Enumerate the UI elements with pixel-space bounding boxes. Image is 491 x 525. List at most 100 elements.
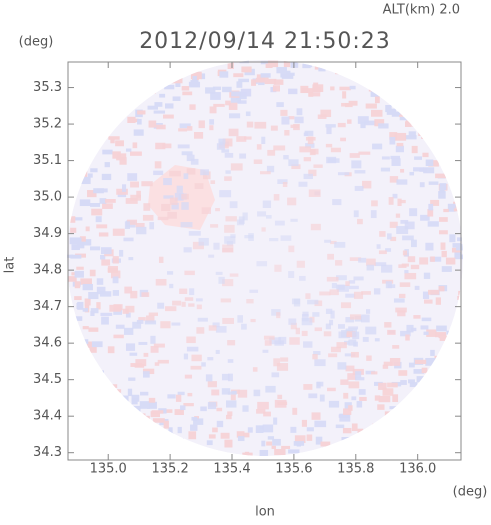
speckle <box>340 137 346 142</box>
speckle <box>181 86 190 91</box>
speckle <box>421 132 432 139</box>
speckle <box>79 120 85 129</box>
speckle <box>226 414 232 420</box>
speckle <box>220 432 230 439</box>
speckle <box>158 62 168 70</box>
speckle <box>400 330 411 337</box>
speckle <box>327 158 340 163</box>
speckle <box>359 433 369 440</box>
speckle <box>421 317 432 322</box>
speckle <box>394 132 407 141</box>
speckle <box>112 290 120 296</box>
speckle <box>198 237 209 246</box>
speckle <box>395 72 405 76</box>
speckle <box>147 105 158 110</box>
speckle <box>387 435 393 441</box>
speckle <box>91 128 98 136</box>
speckle <box>105 199 116 203</box>
speckle <box>446 142 458 147</box>
radar-field <box>67 60 463 456</box>
speckle <box>426 399 432 404</box>
speckle <box>378 123 389 129</box>
speckle <box>259 449 269 456</box>
speckle <box>344 353 356 357</box>
speckle <box>132 321 142 329</box>
speckle <box>215 208 220 212</box>
speckle <box>118 455 128 456</box>
speckle <box>404 272 417 280</box>
y-tick-label: 34.5 <box>33 372 62 387</box>
y-unit: (deg) <box>19 35 54 50</box>
speckle <box>116 72 125 80</box>
speckle <box>216 407 223 412</box>
speckle <box>194 131 204 139</box>
speckle <box>314 359 326 367</box>
speckle <box>156 71 167 75</box>
speckle <box>337 122 346 128</box>
speckle <box>265 385 276 393</box>
speckle <box>97 454 103 456</box>
speckle <box>392 193 398 199</box>
speckle <box>389 176 399 183</box>
speckle <box>233 73 244 78</box>
speckle <box>110 96 122 103</box>
speckle <box>349 153 360 158</box>
speckle <box>441 266 452 272</box>
speckle <box>436 373 444 379</box>
speckle <box>345 442 350 450</box>
speckle <box>353 276 364 281</box>
speckle <box>99 403 106 411</box>
speckle <box>407 421 413 426</box>
speckle <box>411 327 417 332</box>
speckle <box>132 142 138 149</box>
speckle <box>101 432 110 440</box>
speckle <box>410 116 415 124</box>
speckle <box>409 171 415 176</box>
speckle <box>201 362 206 367</box>
speckle <box>298 181 308 187</box>
speckle <box>312 354 318 360</box>
speckle <box>396 142 404 147</box>
speckle <box>276 67 287 74</box>
speckle <box>358 389 366 395</box>
speckle <box>337 172 350 176</box>
speckle <box>112 228 125 236</box>
speckle <box>410 264 420 270</box>
speckle <box>326 276 339 282</box>
speckle <box>225 216 237 222</box>
speckle <box>387 329 396 335</box>
speckle <box>154 102 163 107</box>
y-tick-label: 34.3 <box>33 445 62 460</box>
speckle <box>171 453 177 456</box>
speckle <box>293 441 305 446</box>
speckle <box>102 135 107 140</box>
speckle <box>283 155 289 160</box>
speckle <box>271 445 276 449</box>
speckle <box>158 451 166 456</box>
speckle <box>150 346 159 353</box>
speckle <box>438 286 445 292</box>
speckle <box>261 136 266 144</box>
speckle <box>153 110 166 114</box>
speckle <box>386 451 398 456</box>
speckle <box>455 140 463 148</box>
speckle <box>146 401 157 409</box>
speckle <box>75 316 83 321</box>
speckle <box>303 384 313 390</box>
speckle <box>96 278 104 285</box>
speckle <box>427 69 436 77</box>
speckle <box>102 83 109 88</box>
speckle <box>303 173 313 180</box>
speckle <box>340 379 349 385</box>
speckle <box>210 180 216 184</box>
speckle <box>319 394 325 402</box>
speckle <box>362 336 369 342</box>
speckle <box>398 64 408 73</box>
speckle <box>147 64 152 72</box>
speckle <box>437 401 446 405</box>
speckle <box>336 342 347 349</box>
speckle <box>448 74 457 81</box>
speckle <box>389 136 396 145</box>
speckle <box>231 91 242 97</box>
speckle <box>237 436 245 442</box>
